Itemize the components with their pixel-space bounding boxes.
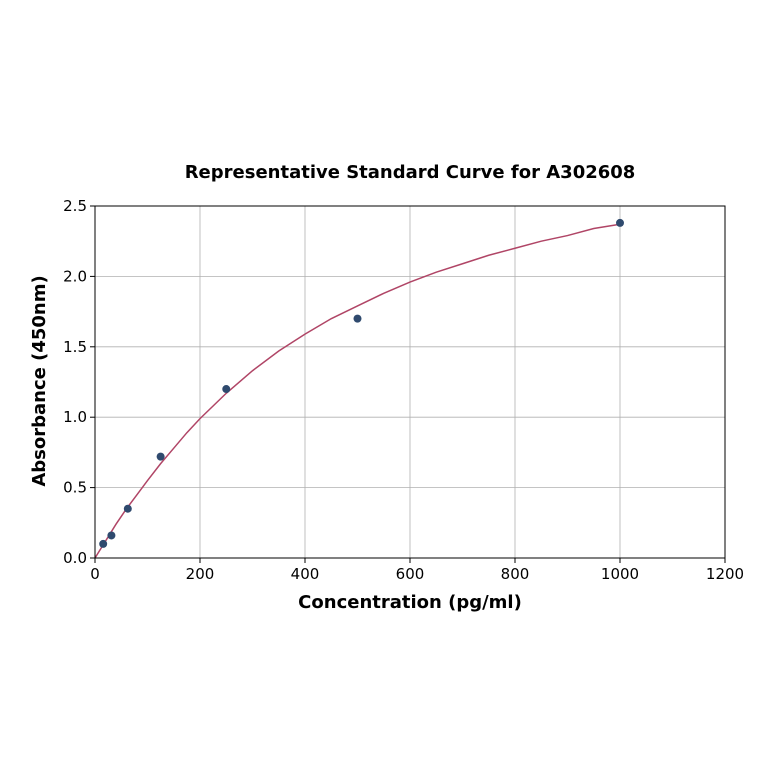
y-tick-label: 2.5 xyxy=(63,197,87,215)
data-point xyxy=(107,531,116,540)
data-point xyxy=(353,314,362,323)
data-point xyxy=(222,385,231,394)
x-tick-label: 1000 xyxy=(601,565,639,583)
plot-frame xyxy=(94,205,726,559)
chart-title: Representative Standard Curve for A30260… xyxy=(185,162,636,183)
tick-labels: 0 200 400 600 800 1000 1200 0.0 0.5 1.0 1.5 2.0 2.5 xyxy=(63,197,744,583)
y-tick-label: 2.0 xyxy=(63,267,87,285)
x-tick-label: 200 xyxy=(186,565,215,583)
y-tick-label: 1.5 xyxy=(63,338,87,356)
fit-curve-layer xyxy=(94,223,621,559)
x-tick-label: 0 xyxy=(90,565,100,583)
grid-lines xyxy=(94,205,726,559)
y-tick-label: 0.5 xyxy=(63,479,87,497)
data-point xyxy=(616,218,624,227)
y-tick-label: 1.0 xyxy=(63,408,87,426)
x-tick-label: 800 xyxy=(501,565,530,583)
data-point xyxy=(156,452,165,461)
x-tick-label: 600 xyxy=(396,565,425,583)
data-point xyxy=(123,504,132,513)
data-point xyxy=(99,539,108,548)
x-tick-label: 400 xyxy=(291,565,320,583)
data-points xyxy=(99,218,624,548)
y-tick-label: 0.0 xyxy=(63,549,87,567)
x-axis-label: Concentration (pg/ml) xyxy=(298,592,522,613)
x-tick-label: 1200 xyxy=(706,565,744,583)
y-axis-label: Absorbance (450nm) xyxy=(29,275,50,486)
fit-curve-line xyxy=(94,223,621,559)
axes-frame xyxy=(90,205,726,563)
